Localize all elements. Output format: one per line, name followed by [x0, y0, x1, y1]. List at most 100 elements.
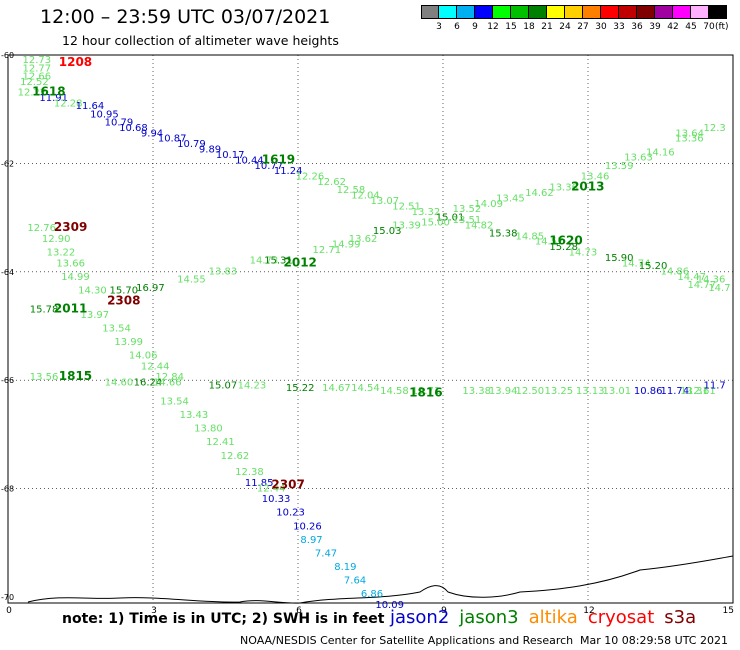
wave-height-value: 14.82: [465, 220, 494, 231]
y-tick-label: -64: [1, 268, 14, 277]
wave-height-value: 12.62: [221, 451, 250, 462]
scale-unit-label: (ft): [715, 22, 729, 32]
scale-tick-label: 12: [487, 22, 499, 32]
wave-height-value: 12.84: [155, 372, 184, 383]
wave-height-value: 14.74: [622, 258, 651, 269]
scale-swatch: [691, 5, 709, 19]
satellite-legend: jason2 jason3 altika cryosat s3a: [390, 607, 706, 628]
scale-tick-label: 30: [595, 22, 607, 32]
wave-height-value: 9.89: [199, 145, 221, 156]
scale-swatch: [457, 5, 475, 19]
pass-time-label: 2309: [54, 220, 87, 234]
wave-height-value: 13.32: [412, 207, 441, 218]
scale-tick-label: 21: [541, 22, 553, 32]
wave-height-value: 12.04: [351, 191, 380, 202]
scale-tick-label: 33: [613, 22, 625, 32]
wave-height-value: 15.90: [605, 253, 634, 264]
scale-swatch: [619, 5, 637, 19]
wave-height-value: 12.44: [257, 483, 286, 494]
wave-height-value: 10.17: [216, 150, 245, 161]
wave-height-labels: 12.7312.7712.6612.5212.2211.9112.2811.64…: [18, 55, 731, 611]
footer-timestamp: Mar 10 08:29:58 UTC 2021: [580, 634, 728, 647]
wave-height-value: 13.46: [581, 172, 610, 183]
x-tick-label: 9: [441, 606, 447, 616]
wave-height-value: 13.51: [453, 215, 482, 226]
wave-height-value: 14.23: [238, 380, 267, 391]
pass-time-label: 1815: [59, 369, 92, 383]
wave-height-value: 12.22: [18, 88, 47, 99]
scale-tick-label: 42: [667, 22, 679, 32]
wave-height-value: 13.99: [114, 337, 143, 348]
wave-height-value: 13.59: [605, 161, 634, 172]
wave-height-value: 13.31: [680, 386, 709, 397]
scale-tick-label: 15: [505, 22, 517, 32]
wave-height-value: 13.63: [624, 153, 653, 164]
wave-height-value: 16.24: [134, 378, 163, 389]
antarctic-coastline: [27, 555, 734, 604]
scale-tick-label: 6: [454, 22, 460, 32]
wave-height-value: 13.54: [160, 397, 189, 408]
chart-title: 12:00 – 23:59 UTC 03/07/2021: [40, 6, 331, 28]
wave-height-value: 14.06: [129, 351, 158, 362]
wave-height-value: 15.01: [436, 212, 465, 223]
wave-height-value: 12.90: [42, 234, 71, 245]
wave-height-value: 13.39: [392, 220, 421, 231]
satellite-legend-s3a: s3a: [664, 607, 697, 628]
wave-height-value: 14.73: [250, 256, 279, 267]
wave-height-value: 10.79: [177, 139, 206, 150]
wave-height-value: 12.61: [687, 386, 716, 397]
wave-height-value: 15.31: [264, 256, 293, 267]
wave-height-value: 14.16: [646, 147, 675, 158]
wave-height-value: 14.54: [351, 383, 380, 394]
wave-height-value: 10.23: [276, 508, 305, 519]
pass-time-label: 1619: [262, 152, 295, 166]
wave-height-value: 14.99: [332, 239, 361, 250]
scale-tick-label: 39: [649, 22, 661, 32]
wave-height-value: 10.68: [119, 123, 148, 134]
wave-height-value: 15.38: [489, 229, 518, 240]
wave-height-value: 15.03: [373, 226, 402, 237]
x-tick-label: 15: [723, 606, 734, 616]
wave-height-value: 12.38: [235, 467, 264, 478]
wave-height-value: 11.7: [703, 380, 725, 391]
wave-height-value: 12.26: [296, 172, 325, 183]
wave-height-value: 13.54: [102, 323, 131, 334]
wave-height-value: 13.07: [371, 196, 400, 207]
wave-height-value: 13.71: [412, 386, 441, 397]
y-tick-label: -68: [1, 485, 14, 494]
wave-height-value: 13.80: [194, 424, 223, 435]
wave-height-value: 14.60: [105, 378, 134, 389]
wave-height-value: 14.85: [516, 231, 545, 242]
x-tick-label: 6: [296, 606, 302, 616]
wave-height-value: 14.57: [535, 237, 564, 248]
wave-height-value: 13.83: [209, 267, 238, 278]
pass-time-label: 2012: [284, 255, 317, 269]
pass-time-label: 1618: [32, 85, 65, 99]
wave-height-value: 11.64: [76, 101, 105, 112]
wave-height-value: 14.73: [569, 248, 598, 259]
scale-tick-label: 36: [631, 22, 643, 32]
y-tick-label: -60: [1, 51, 14, 60]
wave-height-value: 14.47: [677, 272, 706, 283]
scale-swatch: [601, 5, 619, 19]
scale-swatch: [511, 5, 529, 19]
color-scale-labels: 3 6 9 12 15 18 21 24 27 30 33 36 39 42 45 70: [421, 22, 727, 34]
wave-height-value: 13.43: [180, 410, 209, 421]
scale-tick-label: 3: [436, 22, 442, 32]
wave-height-value: 8.19: [334, 562, 356, 573]
wave-height-value: 14.7: [708, 283, 730, 294]
lat-lon-grid: [8, 55, 733, 603]
y-tick-label: -70: [1, 593, 14, 602]
wave-height-value: 10.95: [90, 109, 119, 120]
wave-height-value: 13.97: [81, 310, 110, 321]
scale-swatch: [583, 5, 601, 19]
wave-height-value: 15.22: [286, 383, 315, 394]
wave-height-value: 7.64: [344, 575, 366, 586]
wave-height-value: 12.28: [54, 98, 83, 109]
wave-height-value: 14.62: [525, 188, 554, 199]
wave-height-value: 7.47: [315, 548, 337, 559]
wave-height-value: 12.71: [313, 245, 342, 256]
scale-tick-label: 27: [577, 22, 589, 32]
scale-swatch: [475, 5, 493, 19]
footer-credit: NOAA/NESDIS Center for Satellite Applica…: [240, 634, 574, 647]
